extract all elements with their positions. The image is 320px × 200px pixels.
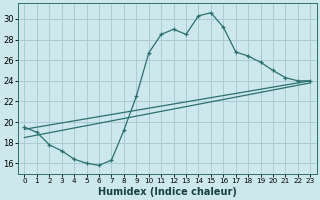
X-axis label: Humidex (Indice chaleur): Humidex (Indice chaleur) <box>98 187 237 197</box>
